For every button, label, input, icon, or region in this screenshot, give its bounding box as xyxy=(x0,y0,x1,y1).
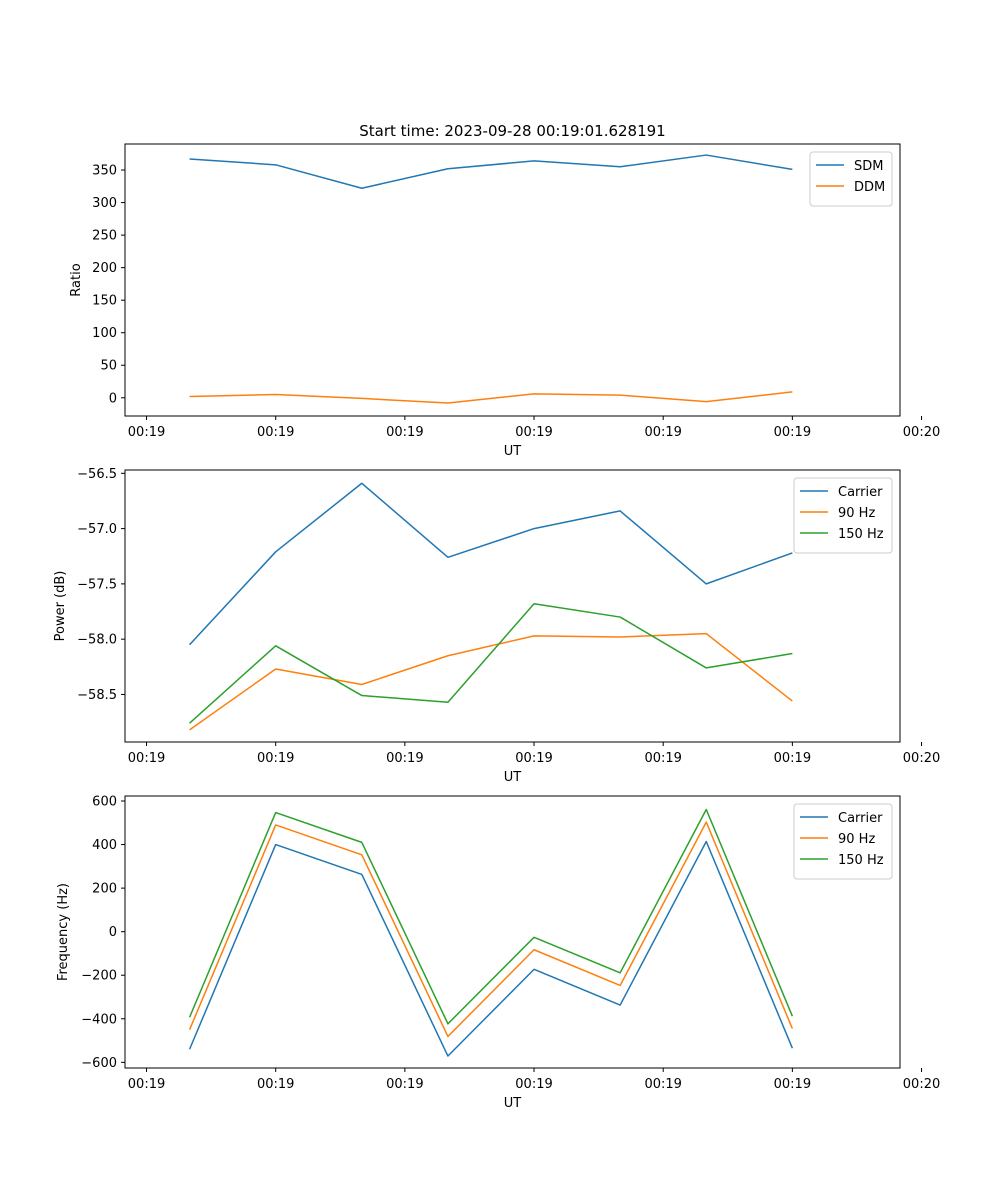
ratio-x-tick-label: 00:19 xyxy=(774,425,811,440)
ratio-axes-frame xyxy=(124,143,901,417)
ratio-y-tick-label: 150 xyxy=(92,294,117,309)
power-series-150-hz-line xyxy=(189,603,793,724)
ratio-series-sdm-line xyxy=(189,154,793,189)
frequency-x-tick-label: 00:19 xyxy=(257,1077,294,1092)
power-x-tick-label: 00:19 xyxy=(386,751,423,766)
frequency-y-tick-label: −600 xyxy=(81,1056,117,1071)
frequency-y-tick-label: −400 xyxy=(81,1012,117,1027)
ratio-y-tick-label: 200 xyxy=(92,261,117,276)
power-x-axis-label: UT xyxy=(504,770,522,785)
frequency-legend: Carrier 90 Hz 150 Hz xyxy=(793,803,893,880)
power-x-tick-label: 00:19 xyxy=(257,751,294,766)
power-y-tick-label: −58.5 xyxy=(77,688,117,703)
power-y-tick-label: −58.0 xyxy=(77,633,117,648)
ratio-y-tick-label: 350 xyxy=(92,164,117,179)
ratio-legend-label-ddm: DDM xyxy=(854,180,885,195)
ratio-series-ddm-line xyxy=(189,391,793,404)
power-legend-box xyxy=(793,477,893,554)
frequency-x-tick-label: 00:19 xyxy=(128,1077,165,1092)
frequency-y-tick-label: −200 xyxy=(81,969,117,984)
ratio-x-tick-label: 00:19 xyxy=(128,425,165,440)
frequency-y-tick-label: 400 xyxy=(92,838,117,853)
frequency-legend-label-150-hz: 150 Hz xyxy=(838,853,884,868)
power-legend-label-150-hz: 150 Hz xyxy=(838,527,884,542)
frequency-y-tick-label: 600 xyxy=(92,795,117,810)
power-x-tick-label: 00:19 xyxy=(644,751,681,766)
frequency-legend-label-90-hz: 90 Hz xyxy=(838,832,875,847)
power-panel: 00:19 00:19 00:19 00:19 00:19 00:19 00:20 −58.5… xyxy=(53,467,940,785)
frequency-y-axis-label: Frequency (Hz) xyxy=(56,883,71,981)
ratio-y-tick-label: 0 xyxy=(109,391,117,406)
power-y-tick-label: −57.5 xyxy=(77,577,117,592)
ratio-legend: SDM DDM xyxy=(809,151,893,207)
frequency-series-150-hz-line xyxy=(188,808,794,1025)
power-y-axis-label: Power (dB) xyxy=(53,571,68,642)
chart-title: Start time: 2023-09-28 00:19:01.628191 xyxy=(359,122,665,140)
frequency-series-carrier-line xyxy=(188,840,794,1057)
power-y-tick-label: −57.0 xyxy=(77,522,117,537)
power-series-90-hz-line xyxy=(189,632,793,731)
ratio-x-tick-label: 00:20 xyxy=(903,425,940,440)
ratio-legend-label-sdm: SDM xyxy=(854,159,883,174)
frequency-x-tick-label: 00:19 xyxy=(644,1077,681,1092)
ratio-x-tick-label: 00:19 xyxy=(257,425,294,440)
power-y-tick-label: −56.5 xyxy=(77,467,117,482)
power-axes-frame xyxy=(124,469,901,743)
frequency-y-tick-label: 0 xyxy=(109,925,117,940)
ratio-panel: 00:19 00:19 00:19 00:19 00:19 00:19 00:20 0 50 10… xyxy=(69,122,940,459)
power-legend-label-90-hz: 90 Hz xyxy=(838,506,875,521)
ratio-y-axis-label: Ratio xyxy=(69,263,84,296)
frequency-legend-label-carrier: Carrier xyxy=(838,811,883,826)
frequency-x-tick-label: 00:19 xyxy=(515,1077,552,1092)
ratio-y-tick-label: 50 xyxy=(100,359,117,374)
power-x-tick-label: 00:19 xyxy=(128,751,165,766)
power-series-carrier-line xyxy=(189,482,793,646)
ratio-x-axis-label: UT xyxy=(504,444,522,459)
ratio-x-tick-label: 00:19 xyxy=(515,425,552,440)
frequency-y-tick-label: 200 xyxy=(92,882,117,897)
frequency-panel: 00:19 00:19 00:19 00:19 00:19 00:19 00:20 −600 −… xyxy=(56,795,940,1111)
ratio-y-tick-label: 100 xyxy=(92,326,117,341)
frequency-series-90-hz-line xyxy=(188,821,794,1038)
power-x-tick-label: 00:19 xyxy=(774,751,811,766)
frequency-x-axis-label: UT xyxy=(504,1096,522,1111)
frequency-x-tick-label: 00:20 xyxy=(903,1077,940,1092)
power-x-tick-label: 00:20 xyxy=(903,751,940,766)
power-legend-label-carrier: Carrier xyxy=(838,485,883,500)
ratio-y-tick-label: 250 xyxy=(92,229,117,244)
frequency-x-tick-label: 00:19 xyxy=(774,1077,811,1092)
ratio-x-tick-label: 00:19 xyxy=(644,425,681,440)
power-x-tick-label: 00:19 xyxy=(515,751,552,766)
ratio-x-tick-label: 00:19 xyxy=(386,425,423,440)
power-legend: Carrier 90 Hz 150 Hz xyxy=(793,477,893,554)
frequency-legend-box xyxy=(793,803,893,880)
frequency-x-tick-label: 00:19 xyxy=(386,1077,423,1092)
ratio-y-tick-label: 300 xyxy=(92,196,117,211)
